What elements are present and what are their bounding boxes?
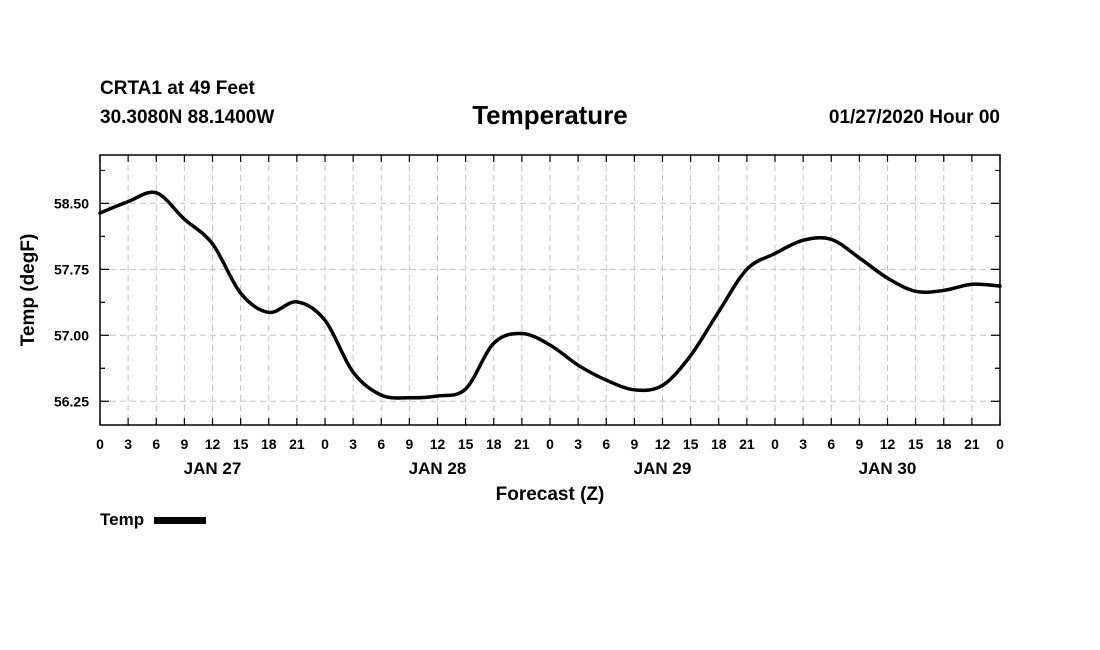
x-day-label: JAN 28 xyxy=(409,459,467,478)
x-tick-label: 3 xyxy=(574,436,582,452)
x-tick-label: 0 xyxy=(321,436,329,452)
x-tick-label: 3 xyxy=(124,436,132,452)
x-tick-label: 9 xyxy=(180,436,188,452)
x-day-label: JAN 27 xyxy=(184,459,242,478)
x-tick-label: 18 xyxy=(711,436,727,452)
x-tick-label: 12 xyxy=(655,436,671,452)
x-tick-label: 21 xyxy=(514,436,530,452)
x-tick-label: 18 xyxy=(936,436,952,452)
x-tick-label: 15 xyxy=(458,436,474,452)
y-tick-label: 57.00 xyxy=(54,327,89,343)
x-tick-label: 15 xyxy=(908,436,924,452)
axis-ticks: 0 3 6 9 12 15 18 21 0 3 6 9 12 15 18 21 0 3 6 9 12 15 18 21 0 3 6 9… xyxy=(54,155,1004,478)
y-axis-label: Temp (degF) xyxy=(18,234,39,347)
x-tick-label: 12 xyxy=(205,436,221,452)
x-tick-label: 21 xyxy=(739,436,755,452)
x-tick-label: 12 xyxy=(880,436,896,452)
x-tick-label: 6 xyxy=(152,436,160,452)
station-label: CRTA1 at 49 Feet xyxy=(100,78,255,99)
x-tick-label: 0 xyxy=(96,436,104,452)
x-tick-label: 0 xyxy=(771,436,779,452)
x-tick-label: 15 xyxy=(233,436,249,452)
chart-title: Temperature xyxy=(472,100,628,130)
y-tick-label: 57.75 xyxy=(54,261,89,277)
y-tick-label: 56.25 xyxy=(54,393,89,409)
coordinates-label: 30.3080N 88.1400W xyxy=(100,107,275,128)
x-tick-label: 18 xyxy=(486,436,502,452)
x-tick-label: 6 xyxy=(602,436,610,452)
x-tick-label: 9 xyxy=(630,436,638,452)
x-tick-label: 21 xyxy=(289,436,305,452)
x-tick-label: 9 xyxy=(855,436,863,452)
x-tick-label: 0 xyxy=(996,436,1004,452)
legend-swatch-temp xyxy=(154,516,207,524)
x-tick-label: 12 xyxy=(430,436,446,452)
x-tick-label: 18 xyxy=(261,436,277,452)
x-day-label: JAN 29 xyxy=(634,459,692,478)
x-axis-label: Forecast (Z) xyxy=(496,484,605,505)
series-line-temp xyxy=(98,190,1002,400)
y-tick-label: 58.50 xyxy=(54,195,89,211)
grid-lines xyxy=(100,155,1000,425)
x-tick-label: 9 xyxy=(405,436,413,452)
x-day-label: JAN 30 xyxy=(859,459,917,478)
x-tick-label: 3 xyxy=(349,436,357,452)
x-tick-label: 21 xyxy=(964,436,980,452)
x-tick-label: 15 xyxy=(683,436,699,452)
x-tick-label: 6 xyxy=(377,436,385,452)
forecast-run-time: 01/27/2020 Hour 00 xyxy=(828,107,1000,128)
x-tick-label: 3 xyxy=(799,436,807,452)
legend: Temp xyxy=(100,510,207,530)
x-tick-label: 0 xyxy=(546,436,554,452)
legend-label-temp: Temp xyxy=(100,510,145,529)
x-tick-label: 6 xyxy=(827,436,835,452)
